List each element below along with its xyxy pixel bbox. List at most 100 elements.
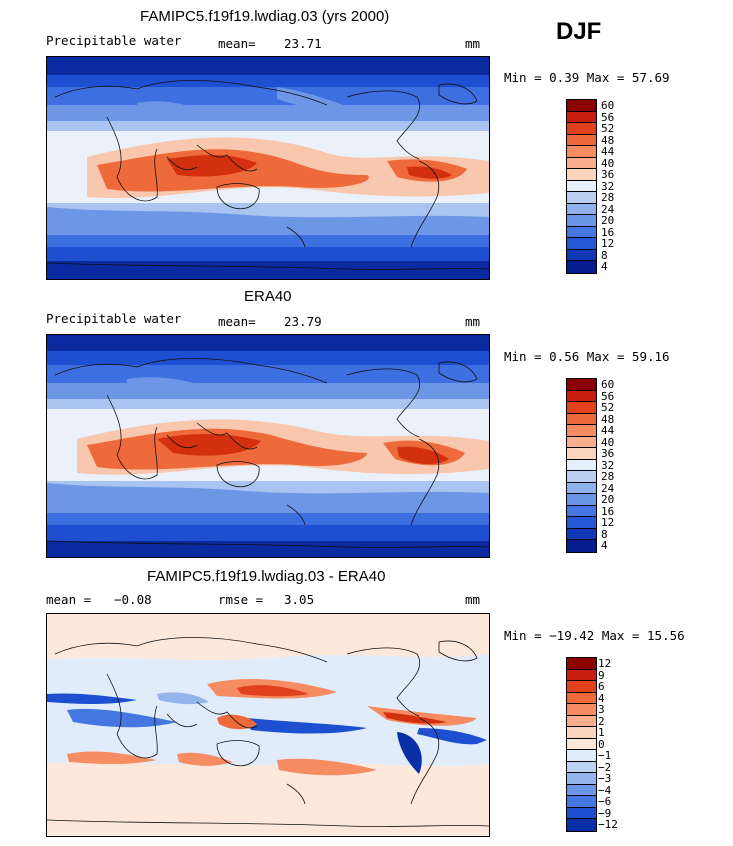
colorbar-label: 60 [601,99,615,112]
panel-3-rmse-label: rmse = [218,592,264,607]
colorbar-label: 9 [598,668,605,682]
colorbar-label: −3 [598,772,612,785]
panel-1-colorbar-swatch [567,215,596,227]
panel-1-colorbar-swatch [567,146,596,158]
panel-3-colorbar [566,657,597,832]
colorbar-label: −9 [598,806,612,820]
panel-3-colorbar-swatch [567,819,596,831]
panel-3-colorbar-swatch [567,738,596,751]
colorbar-label: 52 [601,401,615,414]
colorbar-label: 32 [601,179,615,193]
colorbar-label: 28 [601,191,615,204]
panel-3-colorbar-swatch [567,796,596,808]
panel-1-title: FAMIPC5.f19f19.lwdiag.03 (yrs 2000) [140,8,390,25]
panel-1-colorbar-swatch [567,123,596,135]
panel-2-mean-label: mean= [218,314,256,329]
colorbar-label: 32 [601,458,615,472]
colorbar-label: 24 [601,202,615,216]
panel-1-colorbar-swatch [567,134,596,147]
panel-2-mean-value: 23.79 [284,314,322,329]
panel-2-colorbar-swatch [567,390,596,403]
colorbar-label: 24 [601,481,615,495]
panel-3-colorbar-swatch [567,727,596,739]
panel-1-mean-value: 23.71 [284,36,322,51]
panel-3-units: mm [465,592,481,607]
panel-3-colorbar-swatch [567,715,596,728]
panel-1-colorbar-swatch [567,157,596,170]
panel-1-mean-label: mean= [218,36,256,51]
panel-1-colorbar [566,99,597,274]
panel-3-colorbar-swatch [567,658,596,670]
panel-3-map [46,613,490,837]
colorbar-label: 12 [601,237,615,250]
panel-1-colorbar-swatch [567,192,596,204]
colorbar-label: 4 [601,539,608,552]
panel-3-min-max: Min = −19.42 Max = 15.56 [504,628,685,643]
colorbar-label: −6 [598,795,612,808]
colorbar-label: 48 [601,412,615,426]
panel-3-mean-label: mean = [46,592,92,607]
panel-3-map-field [47,614,489,836]
colorbar-label: 2 [598,714,605,728]
panel-3-colorbar-swatch [567,692,596,705]
colorbar-label: 40 [601,435,615,449]
panel-1-min-max: Min = 0.39 Max = 57.69 [504,70,670,85]
panel-3-colorbar-swatch [567,681,596,693]
panel-3-rmse-value: 3.05 [284,592,315,607]
colorbar-label: 8 [601,527,608,541]
colorbar-label: 3 [598,703,605,716]
panel-2-colorbar-swatch [567,528,596,541]
panel-2-units: mm [465,314,481,329]
panel-2-colorbar-swatch [567,379,596,391]
panel-1-colorbar-swatch [567,111,596,124]
panel-1-colorbar-swatch [567,169,596,181]
panel-2-colorbar-swatch [567,459,596,472]
panel-2-colorbar-swatch [567,471,596,483]
colorbar-label: 52 [601,122,615,135]
colorbar-label: 12 [601,516,615,529]
panel-1-colorbar-swatch [567,238,596,250]
season-label: DJF [556,18,602,45]
panel-2-map-field [47,335,489,557]
colorbar-label: 60 [601,378,615,391]
panel-2-colorbar-swatch [567,494,596,506]
colorbar-label: 44 [601,424,615,437]
panel-2-colorbar [566,378,597,553]
panel-1-colorbar-swatch [567,261,596,273]
panel-2-colorbar-swatch [567,448,596,460]
panel-3-mean-value: −0.08 [114,592,152,607]
panel-3-colorbar-swatch [567,773,596,785]
panel-1-colorbar-swatch [567,180,596,193]
colorbar-label: 48 [601,133,615,147]
panel-3-colorbar-swatch [567,761,596,774]
panel-2-colorbar-swatch [567,413,596,426]
colorbar-label: 1 [598,726,605,739]
colorbar-label: 6 [598,680,605,693]
panel-2-colorbar-swatch [567,482,596,495]
colorbar-label: 36 [601,168,615,181]
colorbar-label: 56 [601,110,615,124]
colorbar-label: 4 [598,691,605,705]
panel-3-colorbar-swatch [567,704,596,716]
panel-3-colorbar-swatch [567,750,596,762]
panel-2-colorbar-swatch [567,425,596,437]
colorbar-label: 28 [601,470,615,483]
colorbar-label: −12 [598,818,618,831]
panel-3-colorbar-swatch [567,669,596,682]
colorbar-label: −1 [598,749,612,762]
colorbar-label: 12 [598,657,612,670]
panel-2-variable: Precipitable water [46,311,182,326]
panel-3-colorbar-swatch [567,784,596,797]
colorbar-label: 40 [601,156,615,170]
panel-2-colorbar-swatch [567,436,596,449]
panel-1-map-field [47,57,489,279]
panel-3-title: FAMIPC5.f19f19.lwdiag.03 - ERA40 [147,568,386,585]
colorbar-label: 20 [601,214,615,227]
panel-1-map [46,56,490,280]
colorbar-label: 16 [601,225,615,239]
colorbar-label: 36 [601,447,615,460]
colorbar-label: 0 [598,737,605,751]
panel-2-min-max: Min = 0.56 Max = 59.16 [504,349,670,364]
colorbar-label: 16 [601,504,615,518]
panel-2-colorbar-swatch [567,402,596,414]
